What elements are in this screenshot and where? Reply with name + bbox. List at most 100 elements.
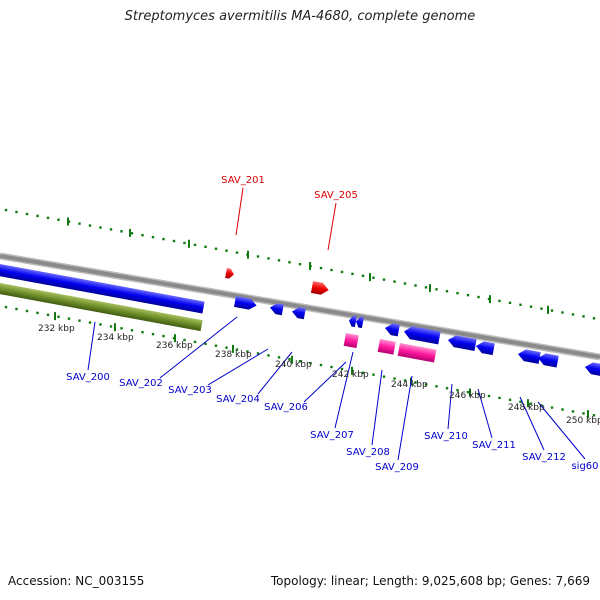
forward-gene[interactable] <box>234 296 258 311</box>
upper-ruler <box>4 208 596 320</box>
ruler-dot <box>214 344 218 347</box>
reverse-gene[interactable] <box>225 268 235 279</box>
ruler-dot <box>435 385 438 388</box>
ruler-dot <box>57 218 60 221</box>
ruler-dot <box>193 340 197 344</box>
leader-line <box>371 369 383 446</box>
leader-line <box>537 401 586 460</box>
leader-line <box>477 388 493 439</box>
tick-label: 236 kbp <box>156 341 193 351</box>
feature-bar[interactable] <box>0 283 203 332</box>
tick-label: 232 kbp <box>38 324 75 334</box>
ruler-dot <box>88 321 92 324</box>
rna-gene[interactable] <box>397 343 437 363</box>
ruler-dot <box>540 307 543 310</box>
ruler-dot <box>508 398 512 402</box>
ruler-dot <box>288 358 291 361</box>
ruler-dot <box>372 276 375 279</box>
ruler-dot <box>267 354 270 357</box>
ruler-dot <box>382 375 386 378</box>
ruler-dot <box>403 282 407 285</box>
rna-gene[interactable] <box>377 339 396 355</box>
ruler-dot <box>519 303 522 306</box>
gene-label-forward: sig60 <box>571 461 598 472</box>
ruler-dot <box>162 237 165 241</box>
tick-label: 246 kbp <box>449 391 486 401</box>
ruler-dot <box>571 410 575 413</box>
ruler-dot <box>120 230 123 233</box>
leader-line <box>334 351 354 429</box>
forward-gene[interactable] <box>584 361 600 377</box>
ruler-dot <box>256 352 260 355</box>
ruler-dot <box>46 313 50 317</box>
leader-line <box>303 361 347 403</box>
ruler-dot <box>466 293 470 297</box>
forward-gene[interactable] <box>355 316 364 329</box>
ruler-dot <box>25 212 29 216</box>
ruler-dot <box>57 315 60 318</box>
ruler-dot <box>319 266 323 270</box>
ruler-dot <box>298 360 302 363</box>
ruler-dot <box>582 412 585 415</box>
ruler-dot <box>183 338 186 342</box>
gene-label-forward: SAV_208 <box>346 447 390 458</box>
ruler-dot <box>141 331 144 334</box>
tick-label: 250 kbp <box>566 416 600 426</box>
tick-label: 242 kbp <box>332 370 369 380</box>
ruler-dot <box>382 278 386 281</box>
reverse-gene[interactable] <box>310 281 330 296</box>
ruler-dot <box>288 261 291 264</box>
ruler-dot <box>361 274 365 277</box>
ruler-dot <box>109 228 113 231</box>
ruler-dot <box>193 243 197 247</box>
rna-gene[interactable] <box>343 333 359 349</box>
ruler-dot <box>351 272 354 276</box>
ruler-dot <box>88 224 92 227</box>
forward-gene[interactable] <box>348 315 357 328</box>
ruler-dot <box>78 319 81 322</box>
ruler-dot <box>235 348 239 351</box>
leader-line <box>519 396 545 451</box>
ruler-dot <box>592 414 596 417</box>
ruler-dot <box>267 257 270 260</box>
ruler-dot <box>183 241 186 245</box>
forward-gene[interactable] <box>537 352 559 368</box>
tick-label: 234 kbp <box>97 333 134 343</box>
ruler-dot <box>571 313 575 316</box>
ruler-dot <box>15 210 18 214</box>
ruler-dot <box>141 234 144 237</box>
ruler-dot <box>214 247 218 250</box>
tick-label: 244 kbp <box>391 380 428 390</box>
forward-gene[interactable] <box>291 306 306 320</box>
ruler-dot <box>319 363 323 367</box>
ruler-dot <box>487 394 491 398</box>
leader-line <box>257 351 293 395</box>
forward-gene[interactable] <box>475 340 495 356</box>
forward-gene[interactable] <box>0 264 205 314</box>
forward-gene[interactable] <box>384 322 400 337</box>
ruler-dot <box>340 367 344 371</box>
ruler-dot <box>561 311 564 314</box>
ruler-dot <box>414 381 417 384</box>
forward-gene[interactable] <box>403 325 441 345</box>
ruler-dot <box>130 329 134 332</box>
ruler-dot <box>456 388 459 392</box>
ruler-dot <box>498 299 501 303</box>
ruler-dot <box>4 305 8 309</box>
forward-gene[interactable] <box>269 302 284 316</box>
ruler-dot <box>120 327 123 330</box>
ruler-dot <box>204 342 207 346</box>
leader-line <box>397 375 413 461</box>
ruler-dot <box>235 251 239 254</box>
forward-gene[interactable] <box>517 348 541 364</box>
ruler-dot <box>529 305 533 308</box>
forward-gene[interactable] <box>447 334 477 351</box>
ruler-dot <box>78 222 81 225</box>
leader-line <box>159 316 238 379</box>
ruler-dot <box>4 208 8 212</box>
gene-label-reverse: SAV_201 <box>221 175 265 186</box>
leader-line <box>327 202 337 251</box>
gene-label-forward: SAV_206 <box>264 402 308 413</box>
ruler-dot <box>309 361 312 365</box>
